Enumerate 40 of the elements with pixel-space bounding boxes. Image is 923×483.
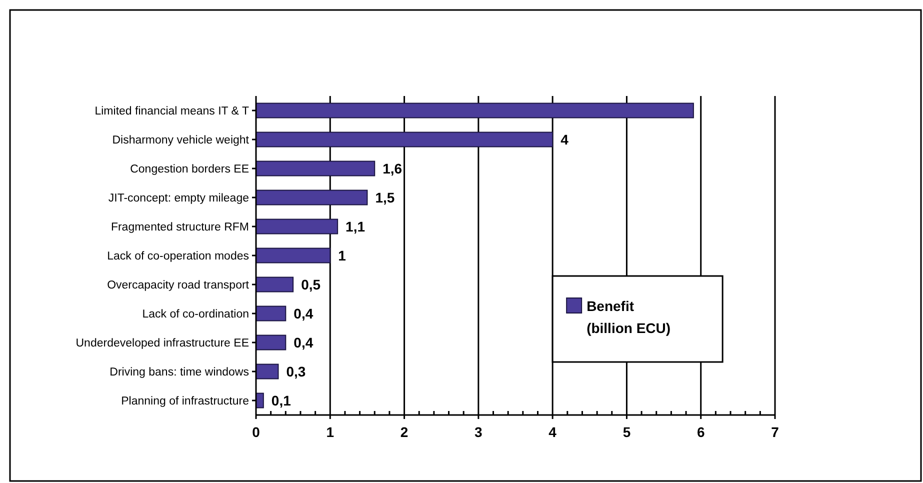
data-label: 1,6 bbox=[382, 160, 402, 176]
y-tick-label: Disharmony vehicle weight bbox=[112, 134, 250, 147]
x-tick-label: 1 bbox=[326, 424, 334, 440]
data-label: 0,4 bbox=[294, 334, 314, 350]
y-tick-label: Driving bans: time windows bbox=[110, 366, 250, 379]
bar bbox=[256, 306, 286, 322]
y-tick-label: Lack of co-operation modes bbox=[107, 250, 250, 263]
x-tick-label: 5 bbox=[622, 424, 631, 440]
x-tick-label: 3 bbox=[474, 424, 483, 440]
x-tick-label: 0 bbox=[252, 424, 260, 440]
x-tick-label: 2 bbox=[400, 424, 408, 440]
bar bbox=[256, 248, 331, 264]
y-tick-label: Limited financial means IT & T bbox=[94, 106, 249, 118]
y-tick-label: JIT-concept: empty mileage bbox=[108, 192, 249, 205]
y-tick-label: Congestion borders EE bbox=[130, 164, 250, 176]
bar bbox=[256, 160, 376, 176]
y-tick-label: Planning of infrastructure bbox=[121, 396, 249, 408]
y-tick-label: Lack of co-ordination bbox=[142, 308, 249, 321]
data-label: 0,5 bbox=[301, 276, 321, 292]
y-tick-label: Overcapacity road transport bbox=[107, 280, 250, 292]
y-tick-label: Underdeveloped infrastructure EE bbox=[76, 338, 250, 350]
bar bbox=[256, 190, 368, 206]
data-label: 4 bbox=[560, 131, 569, 148]
bar bbox=[256, 218, 338, 234]
y-tick-label: Fragmented structure RFM bbox=[110, 222, 249, 234]
bar bbox=[256, 276, 294, 292]
legend-label: Benefit (billion ECU) bbox=[586, 298, 671, 336]
data-label: 0,4 bbox=[294, 305, 314, 322]
data-label: 0,3 bbox=[286, 363, 306, 380]
data-label: 1 bbox=[338, 247, 346, 264]
x-tick-label: 6 bbox=[696, 424, 705, 440]
bar bbox=[256, 102, 694, 118]
data-label: 0,1 bbox=[271, 392, 292, 408]
x-tick-label: 7 bbox=[771, 424, 780, 440]
bar bbox=[256, 364, 279, 380]
bar bbox=[256, 132, 554, 148]
data-label: 1,1 bbox=[346, 218, 366, 234]
x-tick-label: 4 bbox=[548, 424, 557, 440]
bar bbox=[256, 334, 286, 350]
data-label: 1,5 bbox=[375, 189, 395, 206]
